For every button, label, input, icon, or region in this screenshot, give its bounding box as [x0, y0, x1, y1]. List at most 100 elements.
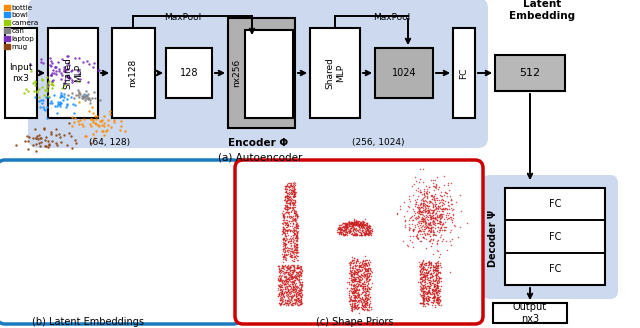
Point: [350, 297, 360, 302]
Point: [430, 215, 440, 221]
Point: [288, 195, 298, 200]
Point: [57, 85, 67, 90]
Point: [56, 56, 67, 62]
Point: [433, 283, 444, 289]
Point: [359, 219, 369, 225]
Point: [429, 288, 440, 293]
Point: [291, 234, 301, 239]
Point: [292, 237, 302, 243]
Point: [362, 275, 372, 280]
Point: [364, 277, 374, 282]
Point: [289, 242, 300, 247]
Point: [415, 238, 426, 244]
Point: [350, 289, 360, 294]
Point: [289, 265, 300, 270]
Point: [291, 252, 301, 257]
Point: [282, 277, 292, 282]
Point: [285, 290, 295, 295]
Point: [416, 284, 426, 290]
Point: [431, 206, 441, 212]
Point: [431, 297, 442, 302]
Point: [290, 230, 300, 236]
Point: [278, 291, 288, 297]
Point: [352, 221, 362, 226]
Point: [291, 233, 301, 238]
Point: [284, 265, 294, 270]
Point: [427, 196, 437, 202]
Point: [447, 207, 458, 213]
Point: [291, 254, 301, 259]
Point: [349, 256, 359, 261]
Point: [275, 301, 285, 306]
Point: [360, 265, 370, 271]
Point: [428, 295, 438, 300]
Point: [360, 228, 371, 233]
Point: [415, 204, 426, 210]
Point: [342, 286, 353, 291]
Point: [412, 235, 422, 240]
Point: [413, 206, 424, 211]
Point: [348, 273, 358, 278]
Point: [278, 282, 289, 287]
Point: [435, 192, 445, 197]
Point: [357, 296, 367, 301]
Point: [362, 270, 372, 275]
Point: [284, 212, 294, 217]
Point: [352, 293, 362, 298]
Point: [351, 258, 362, 263]
Point: [420, 286, 431, 291]
Point: [411, 216, 421, 222]
Point: [417, 266, 428, 271]
Point: [337, 230, 348, 235]
Point: [278, 241, 289, 246]
Point: [426, 280, 436, 285]
Point: [421, 219, 431, 224]
Point: [428, 204, 438, 209]
Point: [365, 300, 375, 305]
Point: [288, 187, 298, 193]
Point: [277, 263, 287, 269]
Point: [422, 209, 433, 214]
Point: [282, 194, 292, 199]
Point: [428, 183, 438, 188]
Point: [289, 244, 300, 249]
Point: [88, 64, 99, 69]
Point: [346, 219, 356, 225]
Point: [349, 270, 359, 276]
Point: [279, 283, 289, 288]
Point: [426, 193, 436, 198]
Point: [283, 302, 293, 307]
Point: [430, 263, 440, 269]
Point: [360, 231, 370, 236]
Point: [293, 296, 303, 301]
Point: [432, 284, 442, 289]
Point: [86, 140, 97, 146]
Point: [332, 230, 342, 235]
Point: [351, 220, 362, 226]
Point: [412, 208, 422, 214]
Point: [413, 237, 423, 242]
Point: [415, 229, 426, 234]
Point: [423, 268, 433, 274]
Point: [282, 192, 292, 197]
Point: [349, 272, 360, 277]
Point: [285, 287, 295, 292]
Point: [351, 219, 362, 224]
Point: [31, 141, 41, 146]
Point: [70, 55, 80, 60]
Point: [395, 207, 405, 212]
Point: [275, 302, 285, 307]
Point: [291, 295, 301, 300]
Point: [294, 276, 305, 281]
Point: [407, 239, 417, 244]
Point: [425, 285, 435, 290]
Point: [356, 267, 367, 273]
Point: [282, 231, 292, 236]
Point: [284, 187, 294, 193]
Point: [288, 204, 298, 210]
Point: [353, 274, 363, 279]
Point: [49, 71, 60, 76]
Point: [348, 221, 358, 227]
Point: [292, 223, 302, 228]
Point: [445, 181, 456, 186]
